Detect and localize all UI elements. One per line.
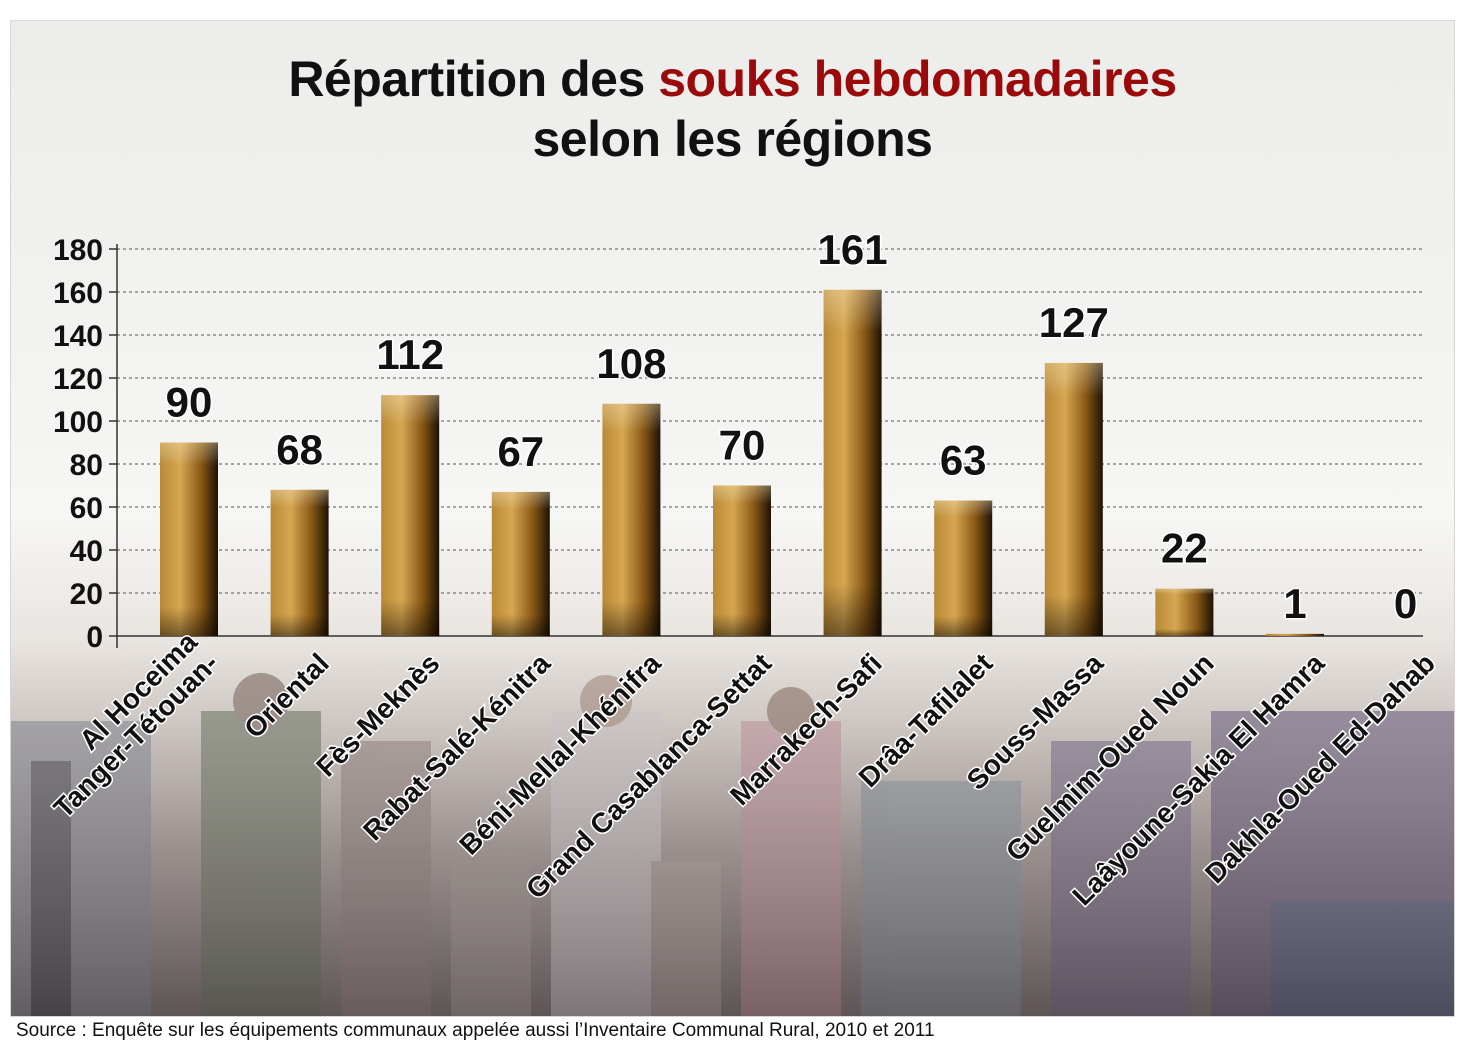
y-tick-label: 160 xyxy=(53,277,103,310)
data-label: 112 xyxy=(376,331,444,378)
bar-shade xyxy=(491,491,550,636)
bar-chart: 0 20 40 60 80 100 120 140 160 180 90 68 112 67 108 70 1… xyxy=(46,224,1442,913)
data-label: 67 xyxy=(497,428,544,475)
data-label: 22 xyxy=(1161,525,1208,572)
category-label: Oriental xyxy=(237,646,337,746)
data-label: 63 xyxy=(940,437,987,484)
category-label-line: Rabat-Salé-Kénitra xyxy=(357,647,556,846)
title-line-2: selon les régions xyxy=(532,111,933,167)
category-label-line: Dakhla-Oued Ed-Dahab xyxy=(1199,647,1441,889)
y-tick-label: 80 xyxy=(70,449,103,482)
y-tick-label: 100 xyxy=(53,406,103,439)
category-label: Guelmim-Oued Noun xyxy=(998,646,1221,869)
bar-shade xyxy=(160,442,218,636)
category-label-line: Béni-Mellal-Khénifra xyxy=(453,647,667,861)
category-label: Tanger-Tétouan-Al Hoceima xyxy=(46,624,226,825)
bar-shade xyxy=(1155,588,1214,636)
title-part: Répartition des xyxy=(288,51,645,107)
bar-shade xyxy=(823,289,882,636)
y-tick-label: 180 xyxy=(53,234,103,267)
data-label: 70 xyxy=(719,422,766,469)
infographic-frame: Répartition des souks hebdomadaires selo… xyxy=(10,20,1455,1017)
bar-shade xyxy=(934,500,993,636)
bars xyxy=(160,289,1324,636)
chart-title: Répartition des souks hebdomadaires selo… xyxy=(11,49,1454,169)
category-label-line: Oriental xyxy=(238,647,335,744)
category-labels: Tanger-Tétouan-Al Hoceima OrientalFès-Mek… xyxy=(46,624,1442,913)
bar-shade xyxy=(1266,633,1324,636)
data-label: 161 xyxy=(818,226,888,273)
category-label: Rabat-Salé-Kénitra xyxy=(356,646,558,848)
category-label: Dakhla-Oued Ed-Dahab xyxy=(1197,646,1442,891)
data-label: 0 xyxy=(1394,580,1417,627)
y-tick-label: 60 xyxy=(70,492,103,525)
y-tick-label: 20 xyxy=(70,578,103,611)
bar-shade xyxy=(270,489,329,636)
title-accent: souks hebdomadaires xyxy=(658,51,1177,107)
bar-shade xyxy=(602,403,661,636)
category-label: Béni-Mellal-Khénifra xyxy=(452,646,669,863)
title-line-1: Répartition des souks hebdomadaires xyxy=(11,49,1454,109)
category-label-line: Guelmim-Oued Noun xyxy=(1000,647,1220,867)
y-tick-label: 40 xyxy=(70,535,103,568)
bar-shade xyxy=(713,485,771,636)
data-labels: 90 68 112 67 108 70 161 63 127 22 1 0 xyxy=(164,224,1419,628)
data-label: 68 xyxy=(276,426,323,473)
y-tick-label: 140 xyxy=(53,320,103,353)
data-label: 108 xyxy=(596,340,666,387)
data-label: 90 xyxy=(166,379,213,426)
y-tick-label: 120 xyxy=(53,363,103,396)
bar-shade xyxy=(1044,362,1103,636)
data-label: 1 xyxy=(1283,580,1306,627)
source-note: Source : Enquête sur les équipements com… xyxy=(16,1020,935,1041)
data-label: 127 xyxy=(1039,299,1109,346)
bar-shade xyxy=(381,395,440,636)
market-background xyxy=(11,621,1454,1016)
y-tick-label: 0 xyxy=(86,621,103,654)
